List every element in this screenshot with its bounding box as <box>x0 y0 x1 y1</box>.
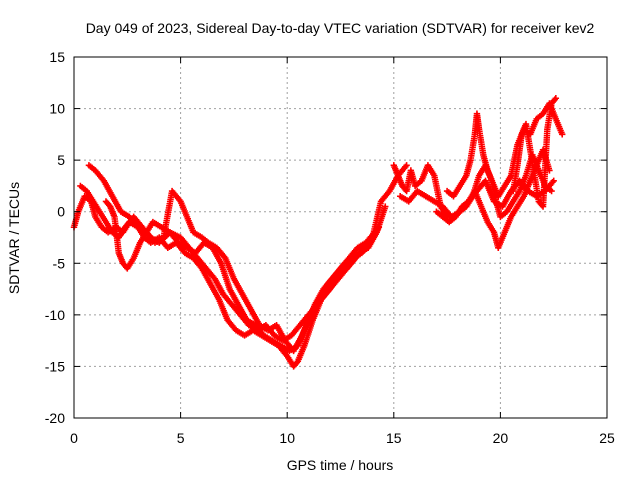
x-tick-label: 25 <box>599 430 615 446</box>
data-point <box>371 229 378 236</box>
data-point <box>382 203 389 210</box>
data-point-fill <box>538 202 546 209</box>
x-tick-label: 10 <box>279 430 295 446</box>
y-tick-labels: -20 -15 -10 -5 0 5 10 15 <box>45 49 65 426</box>
x-tick-label: 0 <box>70 430 78 446</box>
grid <box>74 57 607 418</box>
y-tick-label: -15 <box>45 358 65 374</box>
y-tick-label: -5 <box>53 255 66 271</box>
y-tick-label: -20 <box>45 410 65 426</box>
data-points <box>70 95 566 370</box>
x-tick-labels: 0 5 10 15 20 25 <box>70 430 615 446</box>
data-point <box>559 131 566 138</box>
data-point <box>552 95 560 102</box>
ticks <box>73 56 608 419</box>
plot-frame <box>73 56 608 419</box>
data-point-fill <box>293 359 300 366</box>
x-axis-label: GPS time / hours <box>287 457 394 473</box>
y-tick-label: 0 <box>57 204 65 220</box>
x-tick-label: 5 <box>177 430 185 446</box>
data-point <box>550 177 557 184</box>
y-tick-label: 10 <box>49 101 65 117</box>
x-tick-label: 20 <box>493 430 509 446</box>
y-axis-label: SDTVAR / TECUs <box>6 182 22 294</box>
data-point <box>548 187 555 195</box>
data-point <box>375 223 383 231</box>
chart-title: Day 049 of 2023, Sidereal Day-to-day VTE… <box>86 20 595 36</box>
data-point <box>403 162 410 169</box>
x-tick-label: 15 <box>386 430 402 446</box>
y-tick-label: 5 <box>57 152 65 168</box>
y-tick-label: 15 <box>49 49 65 65</box>
data-point-fill <box>551 96 558 103</box>
y-tick-label: -10 <box>45 307 65 323</box>
